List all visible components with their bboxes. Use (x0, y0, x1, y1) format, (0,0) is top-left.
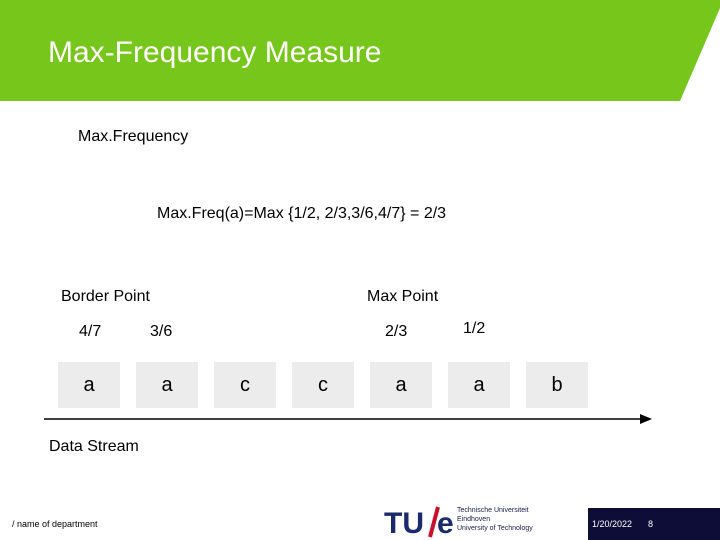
max-point-label: Max Point (367, 288, 439, 305)
tue-logo: TU e (384, 506, 454, 539)
university-line: Technische Universiteit (457, 507, 529, 514)
fraction-label: 3/6 (150, 323, 173, 340)
stream-item: a (58, 362, 120, 408)
stream-item: c (292, 362, 354, 408)
university-line: University of Technology (457, 525, 533, 532)
fraction-label: 2/3 (385, 323, 408, 340)
svg-text:e: e (437, 507, 454, 539)
header-banner: Max-Frequency Measure (0, 0, 720, 101)
border-point-label: Border Point (61, 288, 150, 305)
data-stream-arrow (44, 414, 652, 424)
svg-text:TU: TU (384, 507, 424, 539)
stream-item: c (214, 362, 276, 408)
formula: Max.Freq(a)=Max {1/2, 2/3,3/6,4/7} = 2/3 (157, 205, 447, 222)
fraction-label: 1/2 (463, 320, 486, 337)
stream-item: a (370, 362, 432, 408)
footer-badge (588, 508, 720, 540)
stream-item: a (448, 362, 510, 408)
stream-item: a (136, 362, 198, 408)
slide-title: Max-Frequency Measure (48, 36, 382, 69)
university-name: Technische Universiteit Eindhoven Univer… (457, 506, 533, 533)
page-number: 8 (648, 519, 654, 529)
stream-item: b (526, 362, 588, 408)
data-stream-label: Data Stream (49, 438, 139, 455)
department-name: / name of department (12, 519, 98, 529)
subtitle: Max.Frequency (78, 128, 189, 145)
slide-date: 1/20/2022 (592, 519, 633, 529)
university-line: Eindhoven (457, 516, 491, 523)
fraction-label: 4/7 (79, 323, 102, 340)
header-shape (0, 0, 720, 101)
